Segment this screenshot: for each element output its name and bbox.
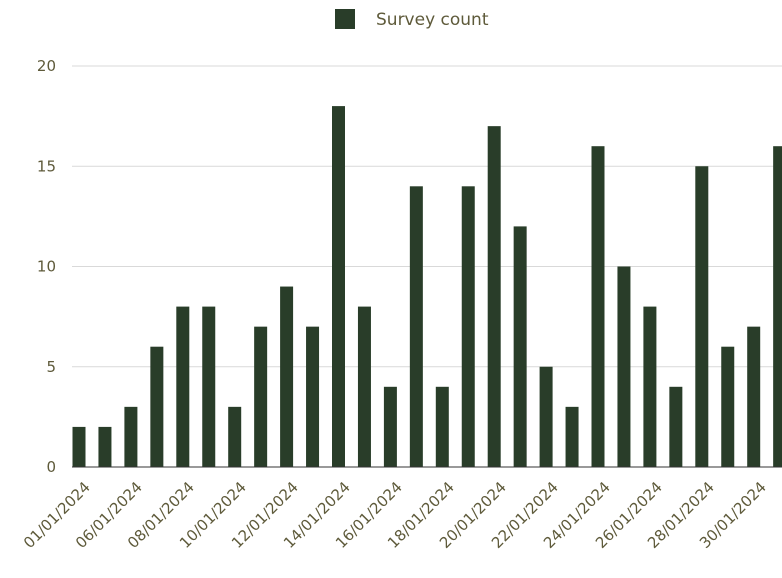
grid-lines	[72, 65, 782, 368]
y-tick-label: 15	[37, 157, 56, 175]
bar[interactable]	[617, 266, 631, 468]
bar[interactable]	[150, 346, 164, 467]
y-tick-label: 20	[37, 57, 56, 75]
y-tick-label: 5	[46, 358, 56, 376]
bar[interactable]	[280, 286, 294, 467]
y-tick-label: 0	[46, 458, 56, 476]
bar[interactable]	[461, 186, 475, 468]
bar[interactable]	[409, 186, 423, 468]
bars	[72, 106, 782, 468]
bar[interactable]	[721, 346, 735, 467]
bar[interactable]	[98, 426, 112, 467]
bar[interactable]	[254, 326, 268, 467]
y-axis-ticks: 0 5 10 15 20	[37, 57, 56, 476]
bar[interactable]	[513, 226, 527, 467]
bar[interactable]	[643, 306, 657, 467]
legend[interactable]: Survey count	[335, 9, 489, 30]
bar[interactable]	[383, 386, 397, 467]
bar[interactable]	[72, 426, 86, 467]
bar[interactable]	[357, 306, 371, 467]
bar[interactable]	[435, 386, 449, 467]
bar[interactable]	[176, 306, 190, 467]
bar[interactable]	[487, 126, 501, 468]
x-axis-ticks: 01/01/202406/01/202408/01/202410/01/2024…	[20, 478, 770, 552]
bar[interactable]	[747, 326, 761, 467]
bar[interactable]	[539, 366, 553, 467]
legend-label: Survey count	[376, 10, 489, 30]
y-tick-label: 10	[37, 258, 56, 276]
bar[interactable]	[591, 146, 605, 467]
bar[interactable]	[228, 406, 242, 467]
bar[interactable]	[332, 106, 345, 467]
bar[interactable]	[124, 406, 138, 467]
bar[interactable]	[669, 386, 683, 467]
bar[interactable]	[306, 326, 320, 467]
bar[interactable]	[695, 166, 709, 467]
bar[interactable]	[773, 146, 782, 467]
bar[interactable]	[202, 306, 216, 467]
bar[interactable]	[565, 406, 579, 467]
legend-swatch	[335, 9, 355, 29]
